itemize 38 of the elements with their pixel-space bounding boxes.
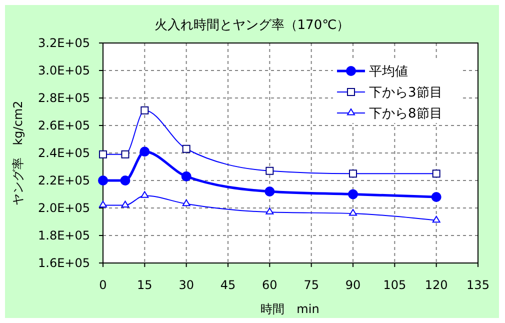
x-tick-label: 90 bbox=[345, 278, 361, 292]
y-tick-label: 2.8E+05 bbox=[38, 91, 90, 106]
x-axis-title: 時間 min bbox=[260, 302, 320, 316]
point bbox=[431, 192, 442, 202]
point bbox=[432, 216, 440, 223]
y-tick-label: 2.6E+05 bbox=[38, 118, 90, 133]
x-tick-label: 75 bbox=[304, 278, 319, 292]
chart-title: 火入れ時間とヤング率（170℃） bbox=[154, 17, 350, 33]
legend-label: 下から3節目 bbox=[369, 86, 442, 101]
point bbox=[349, 209, 357, 216]
y-axis-title: ヤング率 kg/cm2 bbox=[11, 100, 25, 206]
y-tick-label: 1.6E+05 bbox=[38, 256, 90, 270]
point bbox=[140, 191, 149, 198]
legend-label: 下から8節目 bbox=[369, 106, 442, 122]
x-tick-label: 0 bbox=[99, 278, 107, 292]
x-tick-label: 15 bbox=[137, 278, 152, 292]
point bbox=[120, 176, 130, 186]
x-tick-label: 105 bbox=[383, 278, 406, 292]
y-tick-label: 1.8E+05 bbox=[38, 228, 90, 243]
point bbox=[121, 200, 130, 208]
y-tick-label: 2.4E+05 bbox=[38, 146, 90, 160]
x-tick-label: 120 bbox=[424, 278, 448, 292]
x-tick-label: 45 bbox=[220, 278, 236, 292]
point bbox=[140, 146, 150, 157]
point bbox=[182, 199, 190, 206]
x-tick-label: 30 bbox=[178, 278, 194, 292]
y-tick-label: 3.2E+05 bbox=[38, 36, 90, 50]
point bbox=[181, 171, 192, 182]
point bbox=[266, 208, 274, 214]
point bbox=[98, 176, 108, 186]
y-tick-label: 2.0E+05 bbox=[38, 201, 90, 216]
x-tick-label: 135 bbox=[466, 278, 490, 292]
y-tick-label: 3.0E+05 bbox=[38, 64, 90, 78]
y-tick-label: 2.2E+05 bbox=[38, 174, 90, 188]
point bbox=[348, 189, 358, 200]
legend-label: 平均値 bbox=[369, 64, 408, 80]
x-tick-label: 60 bbox=[262, 278, 278, 292]
point bbox=[264, 186, 275, 196]
